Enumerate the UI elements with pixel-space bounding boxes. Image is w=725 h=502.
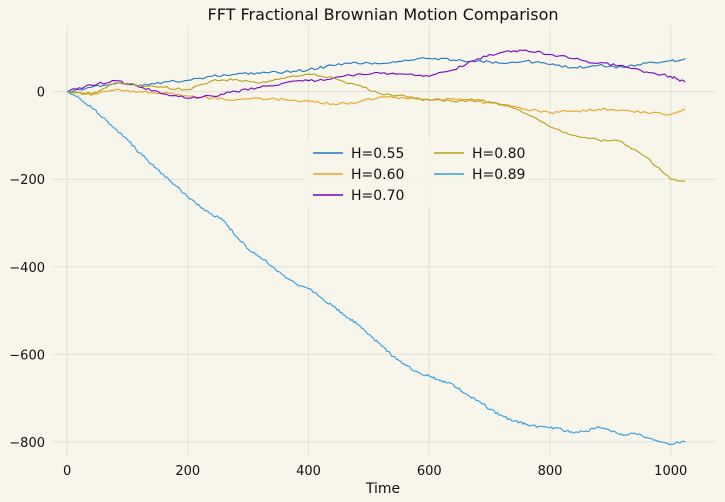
legend: H=0.55 H=0.60 H=0.70 H=0.80 H=0.89 — [306, 139, 528, 207]
chart-title: FFT Fractional Brownian Motion Compariso… — [207, 5, 558, 24]
legend-label: H=0.80 — [472, 146, 525, 162]
legend-label: H=0.55 — [351, 146, 404, 162]
series-line-1 — [66, 57, 686, 93]
y-tick-label: −600 — [9, 348, 45, 363]
tick-label-layer: 0 200 400 600 800 1000 0 −200 −400 −600 −800 — [9, 86, 687, 479]
legend-label: H=0.70 — [351, 188, 404, 204]
series-line-3 — [66, 49, 686, 99]
legend-label: H=0.89 — [472, 167, 525, 183]
x-tick-label: 400 — [296, 464, 321, 479]
x-tick-label: 0 — [63, 464, 71, 479]
y-tick-label: −400 — [9, 261, 45, 276]
y-tick-label: 0 — [37, 86, 45, 101]
x-tick-label: 800 — [538, 464, 563, 479]
x-tick-label: 200 — [175, 464, 200, 479]
series-line-4 — [66, 73, 686, 183]
y-tick-label: −200 — [9, 173, 45, 188]
legend-label: H=0.60 — [351, 167, 404, 183]
grid-layer — [52, 26, 716, 455]
x-tick-label: 1000 — [654, 464, 687, 479]
series-line-5 — [66, 90, 686, 446]
series-line-2 — [66, 88, 686, 116]
x-axis-label: Time — [365, 481, 400, 497]
y-tick-label: −800 — [9, 436, 45, 451]
x-tick-label: 600 — [417, 464, 442, 479]
series-layer — [66, 49, 686, 446]
